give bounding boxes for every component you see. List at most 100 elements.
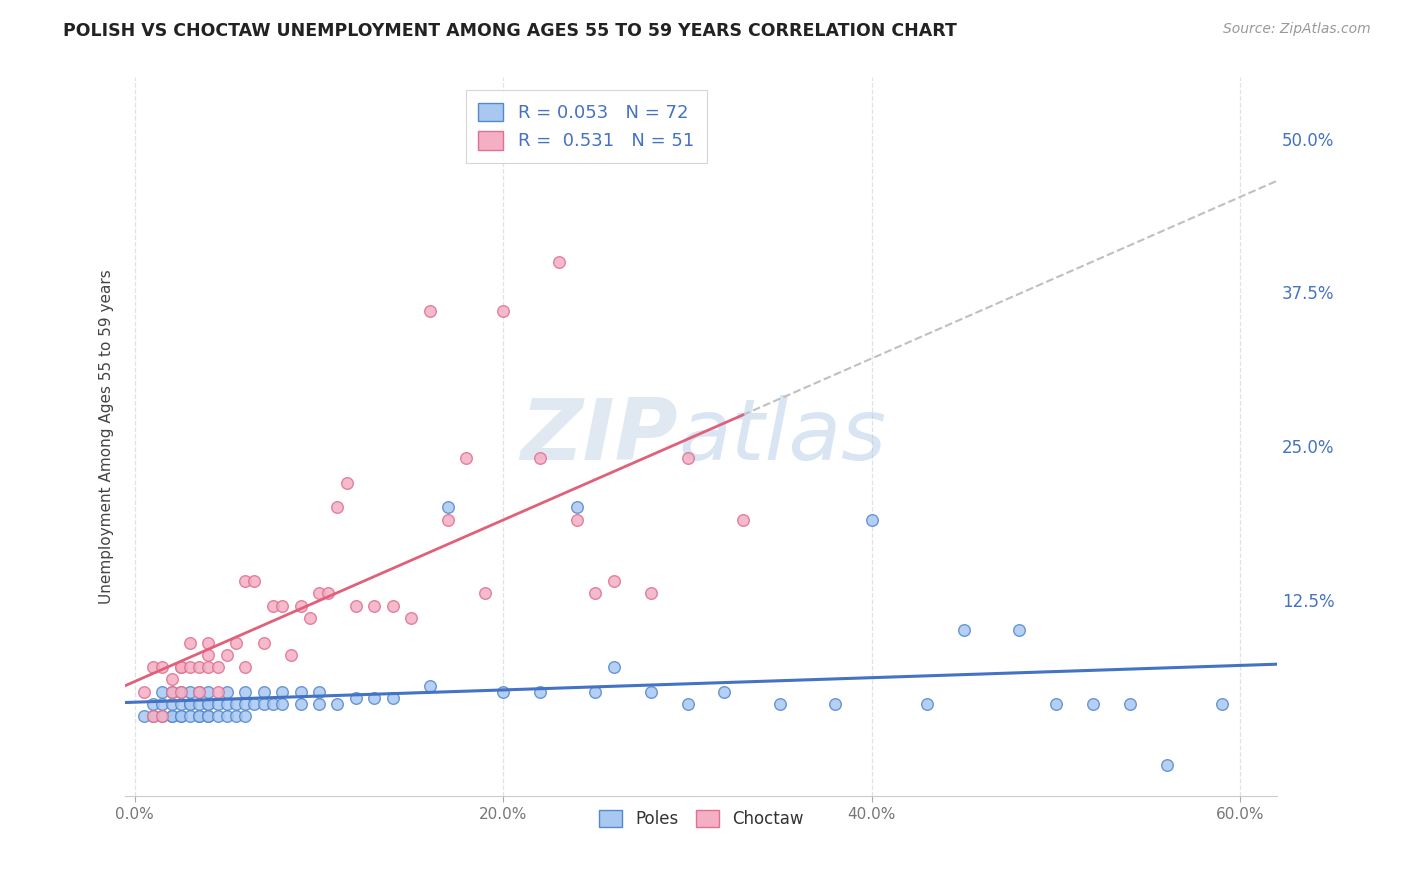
Point [215, 684, 238, 698]
Point [603, 574, 626, 588]
Point [225, 697, 247, 711]
Point [565, 500, 588, 515]
Point [298, 611, 321, 625]
Point [179, 684, 201, 698]
Point [308, 697, 330, 711]
Point [150, 684, 173, 698]
Point [207, 709, 229, 723]
Point [731, 513, 754, 527]
Point [170, 697, 193, 711]
Point [363, 599, 385, 613]
Point [197, 635, 219, 649]
Point [253, 697, 276, 711]
Point [170, 660, 193, 674]
Point [150, 660, 173, 674]
Point [437, 513, 460, 527]
Point [233, 697, 256, 711]
Point [316, 586, 339, 600]
Text: atlas: atlas [678, 395, 886, 478]
Point [326, 500, 349, 515]
Point [170, 660, 193, 674]
Point [179, 709, 201, 723]
Point [290, 599, 312, 613]
Point [142, 697, 165, 711]
Point [492, 303, 515, 318]
Point [1211, 697, 1233, 711]
Point [583, 684, 606, 698]
Point [280, 648, 302, 662]
Point [381, 690, 404, 705]
Point [1156, 758, 1178, 772]
Point [915, 697, 938, 711]
Point [381, 599, 404, 613]
Point [640, 684, 662, 698]
Point [308, 684, 330, 698]
Point [160, 709, 183, 723]
Point [456, 451, 478, 466]
Point [290, 684, 312, 698]
Point [150, 709, 173, 723]
Point [142, 709, 165, 723]
Point [188, 697, 211, 711]
Point [215, 648, 238, 662]
Point [170, 709, 193, 723]
Point [179, 660, 201, 674]
Point [344, 690, 367, 705]
Point [197, 697, 219, 711]
Point [676, 451, 699, 466]
Point [344, 599, 367, 613]
Point [271, 697, 294, 711]
Point [170, 709, 193, 723]
Legend: Poles, Choctaw: Poles, Choctaw [592, 803, 810, 835]
Point [132, 684, 155, 698]
Point [419, 303, 441, 318]
Point [860, 513, 883, 527]
Point [160, 673, 183, 687]
Point [233, 574, 256, 588]
Point [290, 697, 312, 711]
Point [565, 513, 588, 527]
Point [179, 635, 201, 649]
Point [1081, 697, 1104, 711]
Point [253, 684, 276, 698]
Text: Source: ZipAtlas.com: Source: ZipAtlas.com [1223, 22, 1371, 37]
Point [492, 684, 515, 698]
Point [170, 684, 193, 698]
Point [188, 709, 211, 723]
Point [160, 684, 183, 698]
Point [188, 684, 211, 698]
Point [437, 500, 460, 515]
Point [253, 635, 276, 649]
Point [197, 684, 219, 698]
Point [243, 697, 266, 711]
Point [188, 709, 211, 723]
Point [160, 684, 183, 698]
Point [225, 635, 247, 649]
Point [262, 599, 284, 613]
Text: ZIP: ZIP [520, 395, 678, 478]
Point [769, 697, 792, 711]
Point [215, 697, 238, 711]
Point [603, 660, 626, 674]
Point [142, 709, 165, 723]
Point [547, 254, 569, 268]
Point [824, 697, 846, 711]
Point [474, 586, 496, 600]
Point [142, 660, 165, 674]
Point [336, 475, 359, 490]
Point [150, 697, 173, 711]
Point [197, 660, 219, 674]
Point [262, 697, 284, 711]
Point [207, 660, 229, 674]
Point [326, 697, 349, 711]
Point [170, 684, 193, 698]
Point [529, 451, 551, 466]
Point [1119, 697, 1142, 711]
Text: POLISH VS CHOCTAW UNEMPLOYMENT AMONG AGES 55 TO 59 YEARS CORRELATION CHART: POLISH VS CHOCTAW UNEMPLOYMENT AMONG AGE… [63, 22, 957, 40]
Point [179, 697, 201, 711]
Point [150, 709, 173, 723]
Point [243, 574, 266, 588]
Point [529, 684, 551, 698]
Point [271, 599, 294, 613]
Point [207, 697, 229, 711]
